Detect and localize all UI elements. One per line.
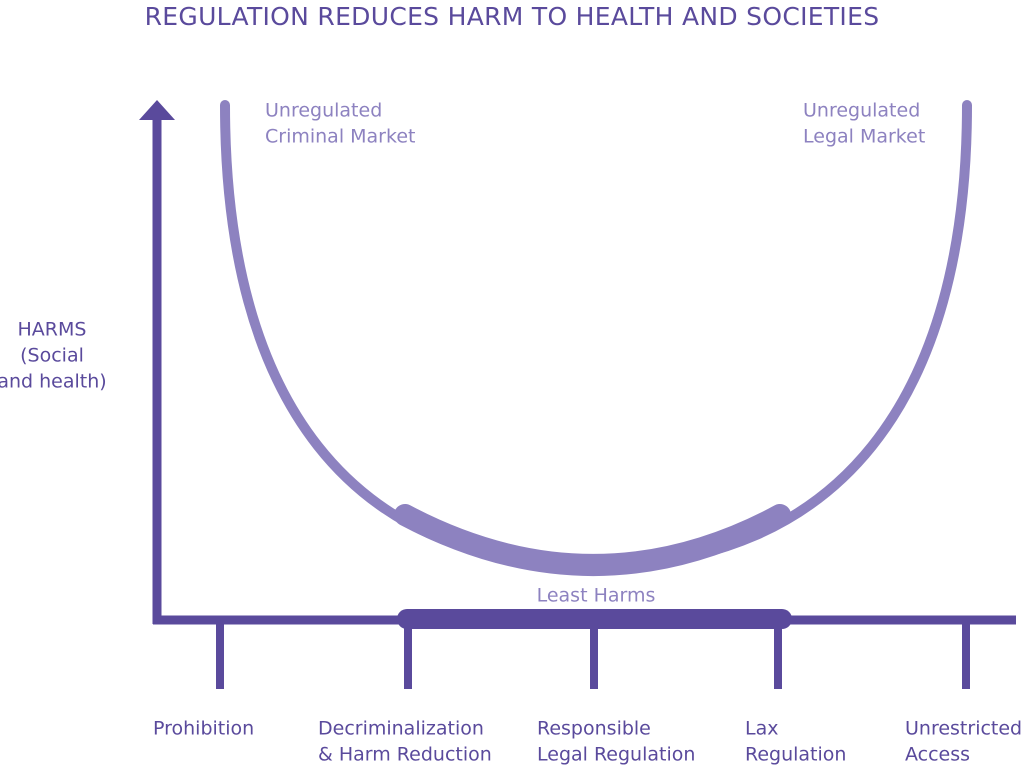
scale-label: Lax [745,718,778,740]
scale-label: Unrestricted [905,718,1022,740]
y-axis-label: and health) [0,371,107,393]
y-axis-label: HARMS [18,319,87,341]
scale-label: Access [905,744,970,766]
scale-label: Decriminalization [318,718,484,740]
scale-label: Regulation [745,744,846,766]
harm-curve-minimum [394,504,791,576]
y-axis-arrow [139,100,175,120]
scale-label: Responsible [537,718,651,740]
harm-curve [220,100,972,572]
curve-label: Unregulated [265,100,382,122]
least-harms-label: Least Harms [537,585,656,607]
curve-label: Unregulated [803,100,920,122]
scale-label: & Harm Reduction [318,744,492,766]
scale-label: Prohibition [153,718,254,740]
scale-label: Legal Regulation [537,744,695,766]
scale-ticks [216,620,970,689]
title: REGULATION REDUCES HARM TO HEALTH AND SO… [145,2,880,31]
curve-label: Criminal Market [265,126,415,148]
curve-label: Legal Market [803,126,925,148]
y-axis-label: (Social [20,345,84,367]
